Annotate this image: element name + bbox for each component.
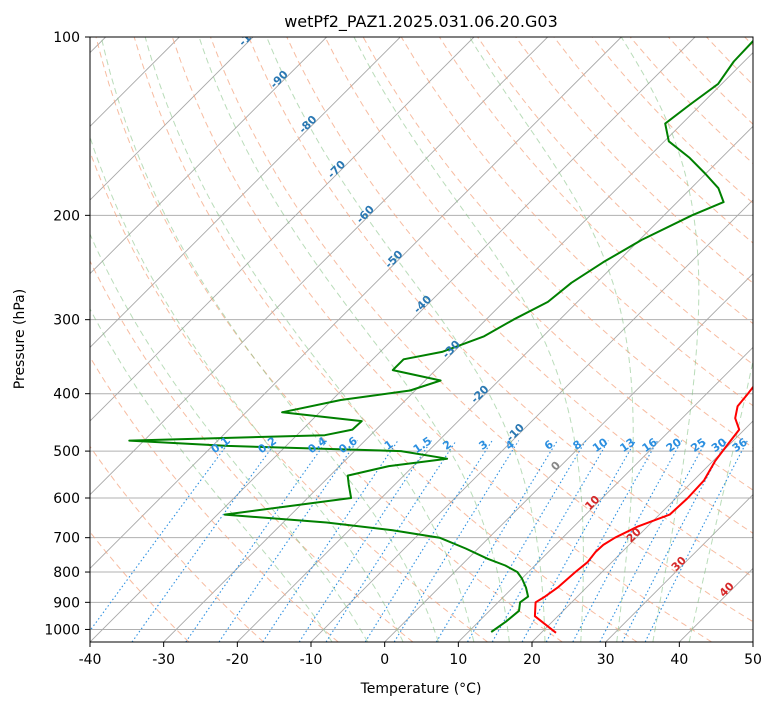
dry-adiabat — [90, 445, 264, 642]
x-tick-label: 20 — [523, 652, 541, 668]
y-tick-label: 900 — [53, 595, 80, 611]
mixing-ratio-line — [467, 440, 587, 642]
y-tick-label: 1000 — [44, 622, 80, 638]
mixing-ratio-line — [435, 440, 558, 642]
plot-area: -100-90-80-70-60-50-40-30-20-10010203040… — [90, 20, 753, 642]
isotherm-line — [90, 37, 401, 348]
x-axis-label: Temperature (°C) — [360, 681, 482, 697]
mixing-ratio-line — [364, 440, 493, 642]
mixing-ratio-line — [131, 440, 278, 642]
moist-adiabat — [688, 358, 753, 642]
moist-adiabat — [90, 308, 333, 642]
y-tick-label: 600 — [53, 491, 80, 507]
moist-adiabat-lines — [90, 37, 753, 642]
isotherm-line — [384, 273, 753, 642]
pressure-gridlines — [90, 37, 753, 630]
isotherm-line — [531, 420, 753, 642]
dry-adiabat — [286, 37, 753, 534]
x-tick-label: 40 — [670, 652, 688, 668]
y-tick-label: 100 — [53, 30, 80, 46]
x-tick-label: 30 — [597, 652, 615, 668]
isotherm-line — [90, 37, 254, 201]
isotherm-line — [605, 494, 753, 642]
dry-adiabat — [171, 37, 712, 642]
isotherm-line — [237, 125, 753, 642]
moist-adiabat — [100, 37, 439, 642]
x-tick-label: -10 — [300, 652, 323, 668]
y-tick-label: 300 — [53, 313, 80, 329]
chart-title: wetPf2_PAZ1.2025.031.06.20.G03 — [284, 12, 558, 32]
dry-adiabat — [248, 37, 753, 578]
dry-adiabat — [515, 37, 753, 284]
y-tick-label: 200 — [53, 208, 80, 224]
dry-adiabat — [90, 356, 339, 642]
x-tick-label: 10 — [449, 652, 467, 668]
dry-adiabat-lines — [90, 37, 753, 642]
isotherm-lines — [90, 37, 753, 642]
mixing-ratio-line — [90, 440, 231, 632]
x-tick-label: -30 — [152, 652, 175, 668]
mixing-ratio-lines — [90, 440, 748, 642]
moist-adiabat — [620, 37, 700, 642]
isotherm-line — [90, 37, 548, 496]
x-tick-label: 0 — [380, 652, 389, 668]
isotherm-line — [90, 37, 327, 275]
dry-adiabat — [210, 37, 753, 623]
mixing-ratio-line — [185, 440, 328, 642]
moist-adiabat — [90, 232, 369, 642]
isotherm-line — [90, 37, 696, 642]
mixing-ratio-line — [644, 440, 748, 642]
moist-adiabat — [90, 135, 404, 642]
moist-adiabat — [144, 37, 475, 642]
dry-adiabat — [95, 37, 563, 642]
y-tick-label: 400 — [53, 387, 80, 403]
mixing-ratio-line — [298, 440, 432, 642]
x-tick-label: -20 — [226, 652, 249, 668]
y-axis-label: Pressure (hPa) — [12, 289, 28, 389]
moist-adiabat — [353, 37, 584, 642]
dry-adiabat — [90, 259, 414, 642]
x-tick-label: -40 — [79, 652, 102, 668]
y-tick-label: 800 — [53, 565, 80, 581]
isotherm-line — [90, 37, 622, 569]
y-tick-label: 500 — [53, 444, 80, 460]
temperature-line — [533, 385, 753, 634]
mixing-ratio-line — [325, 440, 457, 642]
moist-adiabat — [198, 37, 510, 642]
isotherm-line — [90, 37, 475, 422]
mixing-ratio-line — [393, 440, 520, 642]
moist-adiabat — [266, 37, 546, 642]
y-tick-label: 700 — [53, 531, 80, 547]
mixing-ratio-line — [545, 440, 659, 642]
plot-frame — [89, 36, 754, 643]
isotherm-label: -100 — [236, 20, 265, 49]
mixing-ratio-line — [572, 440, 683, 642]
dry-adiabat — [324, 37, 753, 491]
dry-adiabat — [133, 37, 638, 642]
dewpoint-line — [128, 39, 753, 633]
x-tick-label: 50 — [744, 652, 762, 668]
x-axis-ticks: -40 -30 -20 -10 0 10 20 30 40 50 — [79, 642, 762, 668]
isotherm-line — [458, 346, 753, 642]
mixing-ratio-line — [262, 440, 399, 642]
mixing-ratio-line — [521, 440, 637, 642]
y-axis-ticks: 1000 900 800 700 600 500 400 300 200 100 — [44, 30, 90, 638]
mixing-ratio-line — [491, 440, 609, 642]
sounding-series — [128, 39, 753, 634]
